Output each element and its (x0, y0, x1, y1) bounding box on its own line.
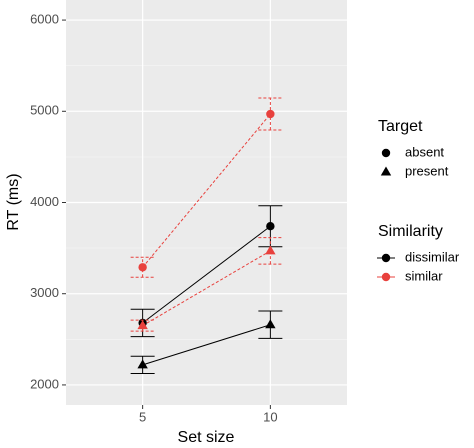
series-line (142, 324, 271, 366)
legend-label: dissimilar (405, 249, 460, 264)
y-tick-label: 3000 (30, 285, 59, 300)
series-line (142, 225, 271, 324)
legend-label: absent (405, 144, 444, 159)
point (381, 272, 391, 282)
point (266, 222, 275, 231)
x-tick-label: 10 (263, 409, 277, 424)
point (138, 263, 147, 272)
point (137, 359, 148, 369)
legend-title: Similarity (378, 223, 443, 240)
x-axis-title: Set size (178, 429, 235, 446)
legend-label: similar (405, 268, 443, 283)
y-tick-label: 6000 (30, 12, 59, 27)
y-tick-label: 5000 (30, 103, 59, 118)
error-bar (258, 237, 283, 265)
y-tick-label: 2000 (30, 376, 59, 391)
point (137, 320, 148, 330)
point (265, 245, 276, 255)
point (380, 166, 392, 176)
legend-label: present (405, 163, 449, 178)
x-tick-label: 5 (139, 409, 146, 424)
point (381, 148, 391, 158)
point (266, 109, 275, 119)
series-line (142, 113, 271, 268)
point (265, 319, 276, 329)
point (381, 253, 391, 263)
legend-title: Target (378, 118, 423, 135)
y-axis-title: RT (ms) (5, 173, 22, 230)
y-tick-label: 4000 (30, 194, 59, 209)
